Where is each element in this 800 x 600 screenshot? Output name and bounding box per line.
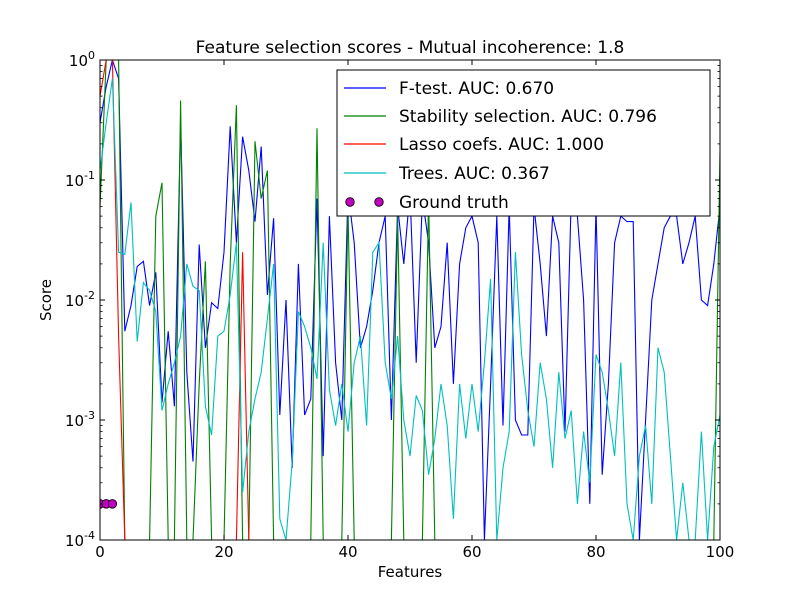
series-line-3 [100,78,720,540]
x-tick-label: 80 [586,543,605,561]
legend-label-3: Trees. AUC: 0.367 [398,164,550,184]
x-tick-label: 20 [214,543,233,561]
x-tick-label: 0 [95,543,105,561]
legend: F-test. AUC: 0.670 Stability selection. A… [336,69,711,217]
legend-label-2: Lasso coefs. AUC: 1.000 [399,135,604,155]
x-tick-label: 40 [338,543,357,561]
y-tick-label: 10-4 [65,529,95,550]
x-axis-label: Features [378,563,443,581]
legend-label-0: F-test. AUC: 0.670 [399,79,554,99]
y-tick-label: 10-1 [65,169,95,190]
series-line-1 [100,60,720,540]
legend-label-ground-truth: Ground truth [399,193,509,213]
y-tick-label: 10-2 [65,289,95,310]
x-tick-label: 100 [706,543,735,561]
ground-truth-marker [107,499,118,509]
ground-truth-markers [100,499,118,509]
chart-title: Feature selection scores - Mutual incohe… [196,38,625,58]
x-tick-label: 60 [462,543,481,561]
y-axis-label: Score [37,279,55,321]
legend-marker-ground-truth [374,197,384,207]
axis-ticks: 0 20 40 60 80 100 10-4 10-3 10-2 10-1 100 [65,49,734,561]
y-tick-label: 10-3 [65,409,95,430]
legend-box [336,69,711,217]
y-tick-label: 100 [69,49,95,70]
legend-marker-ground-truth [345,197,355,207]
legend-label-1: Stability selection. AUC: 0.796 [399,107,657,127]
